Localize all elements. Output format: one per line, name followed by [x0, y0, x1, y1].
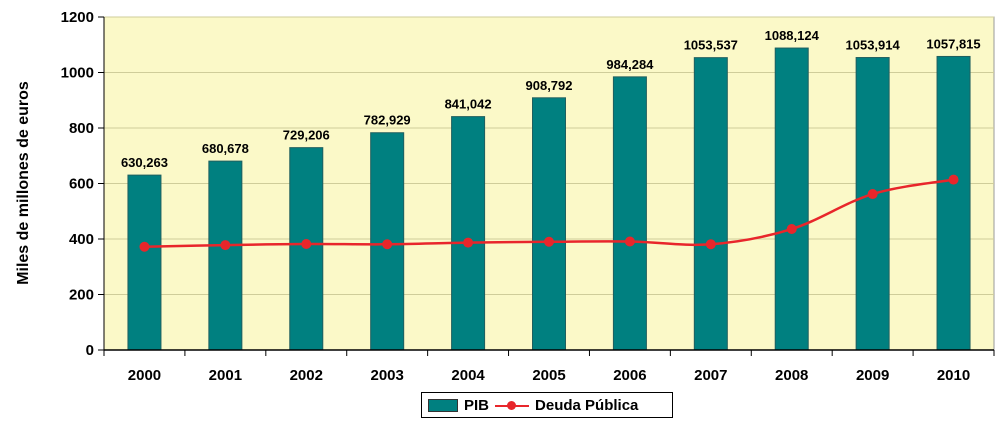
deuda-point	[624, 236, 635, 247]
grid-lines	[104, 16, 994, 295]
pib-value-label: 841,042	[445, 97, 492, 112]
x-axis: 2000 2001 2002 2003 2004 2005 2006 2007 2008 2009…	[103, 349, 995, 384]
x-tick-label: 2004	[451, 367, 485, 384]
y-tick-label: 400	[69, 231, 94, 248]
y-tick-label: 200	[69, 287, 94, 304]
y-axis: 0 200 400 600 800 1000 1200	[61, 9, 105, 359]
x-tick-label: 2006	[613, 367, 646, 384]
x-tick-label: 2003	[370, 367, 403, 384]
deuda-point	[139, 241, 150, 252]
deuda-point	[544, 236, 554, 247]
y-tick-label: 0	[86, 342, 94, 359]
y-tick-label: 1200	[61, 9, 94, 26]
pib-value-label: 908,792	[526, 78, 573, 93]
pib-bar	[693, 57, 728, 351]
x-tick-label: 2000	[128, 367, 161, 384]
deuda-point	[463, 237, 474, 248]
deuda-point	[382, 239, 393, 250]
x-tick-label: 2008	[775, 367, 808, 384]
pib-value-label: 1053,914	[846, 38, 901, 53]
deuda-line	[139, 174, 959, 252]
y-tick-label: 800	[69, 120, 94, 137]
pib-value-label: 680,678	[202, 141, 249, 156]
deuda-point	[867, 189, 878, 200]
x-tick-label: 2002	[290, 367, 323, 384]
pib-bar	[208, 160, 243, 351]
pib-bar	[451, 116, 486, 351]
deuda-point	[705, 239, 716, 250]
legend: PIB Deuda Pública	[421, 392, 673, 418]
deuda-point	[786, 224, 797, 235]
x-tick-label: 2010	[937, 367, 970, 384]
pib-bar	[936, 55, 971, 351]
pib-bar	[774, 47, 809, 351]
data-labels: 630,263 680,678 729,206 782,929 841,042 908,7…	[121, 28, 981, 170]
x-tick-label: 2009	[856, 367, 889, 384]
x-tick-label: 2007	[694, 367, 727, 384]
pib-value-label: 782,929	[364, 113, 411, 128]
legend-pib-label: PIB	[464, 396, 490, 414]
pib-value-label: 1088,124	[765, 28, 820, 43]
pib-bar	[127, 174, 162, 351]
pib-value-label: 729,206	[283, 128, 330, 143]
pib-bars	[127, 47, 971, 351]
pib-value-label: 1057,815	[926, 36, 980, 51]
pib-bar	[532, 97, 566, 351]
legend-deuda-label: Deuda Pública	[535, 396, 639, 414]
y-tick-label: 600	[69, 176, 94, 193]
x-tick-label: 2001	[209, 367, 242, 384]
x-tick-label: 2005	[532, 367, 565, 384]
pib-bar	[855, 57, 890, 351]
pib-value-label: 984,284	[606, 57, 654, 72]
deuda-line-path	[144, 178, 954, 249]
legend-deuda-marker	[495, 399, 530, 412]
pib-value-label: 1053,537	[684, 38, 738, 53]
deuda-point	[301, 238, 312, 249]
deuda-point	[220, 240, 231, 251]
y-tick-label: 1000	[61, 65, 94, 82]
pib-bar	[612, 76, 647, 351]
legend-pib-swatch	[428, 398, 458, 412]
deuda-point	[948, 174, 959, 185]
y-axis-label: Miles de millones de euros	[15, 81, 32, 285]
pib-value-label: 630,263	[121, 155, 168, 170]
